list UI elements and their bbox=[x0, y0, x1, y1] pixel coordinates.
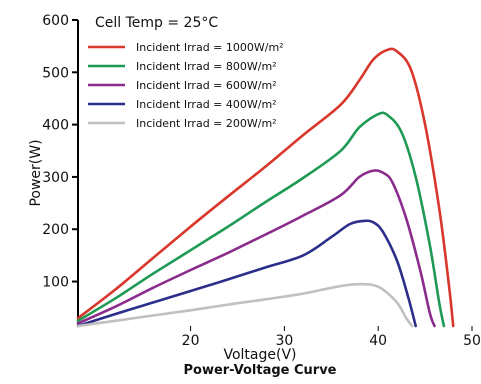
legend-entry-5: Incident Irrad = 200W/m² bbox=[136, 117, 277, 130]
y-tick-label: 100 bbox=[42, 275, 69, 291]
x-tick-label: 40 bbox=[369, 333, 387, 349]
legend-entry-4: Incident Irrad = 400W/m² bbox=[136, 98, 277, 111]
series-layer bbox=[76, 47, 455, 328]
y-tick-label: 200 bbox=[42, 222, 69, 238]
legend: Cell Temp = 25°C Incident Irrad = 1000W/m… bbox=[88, 15, 284, 130]
y-tick-label: 400 bbox=[42, 118, 69, 134]
series-line-4 bbox=[76, 219, 417, 328]
legend-entry-2: Incident Irrad = 800W/m² bbox=[136, 60, 277, 73]
series-line-1 bbox=[76, 47, 455, 328]
legend-header: Cell Temp = 25°C bbox=[95, 15, 218, 31]
chart-title: Power-Voltage Curve bbox=[183, 363, 336, 378]
series-line-2 bbox=[76, 111, 446, 328]
y-axis-title: Power(W) bbox=[28, 139, 44, 206]
x-axis-title: Voltage(V) bbox=[223, 347, 296, 363]
x-tick-label: 30 bbox=[275, 333, 293, 349]
y-tick-label: 500 bbox=[42, 65, 69, 81]
x-tick-label: 50 bbox=[463, 333, 481, 349]
legend-entry-1: Incident Irrad = 1000W/m² bbox=[136, 41, 284, 54]
legend-entry-3: Incident Irrad = 600W/m² bbox=[136, 79, 277, 92]
x-tick-label: 20 bbox=[182, 333, 200, 349]
y-tick-label: 600 bbox=[42, 13, 69, 29]
series-line-3 bbox=[76, 169, 436, 328]
y-tick-label: 300 bbox=[42, 170, 69, 186]
axes: 100 200 300 400 500 600 20 30 40 50 bbox=[42, 13, 481, 349]
series-line-5 bbox=[76, 282, 414, 328]
